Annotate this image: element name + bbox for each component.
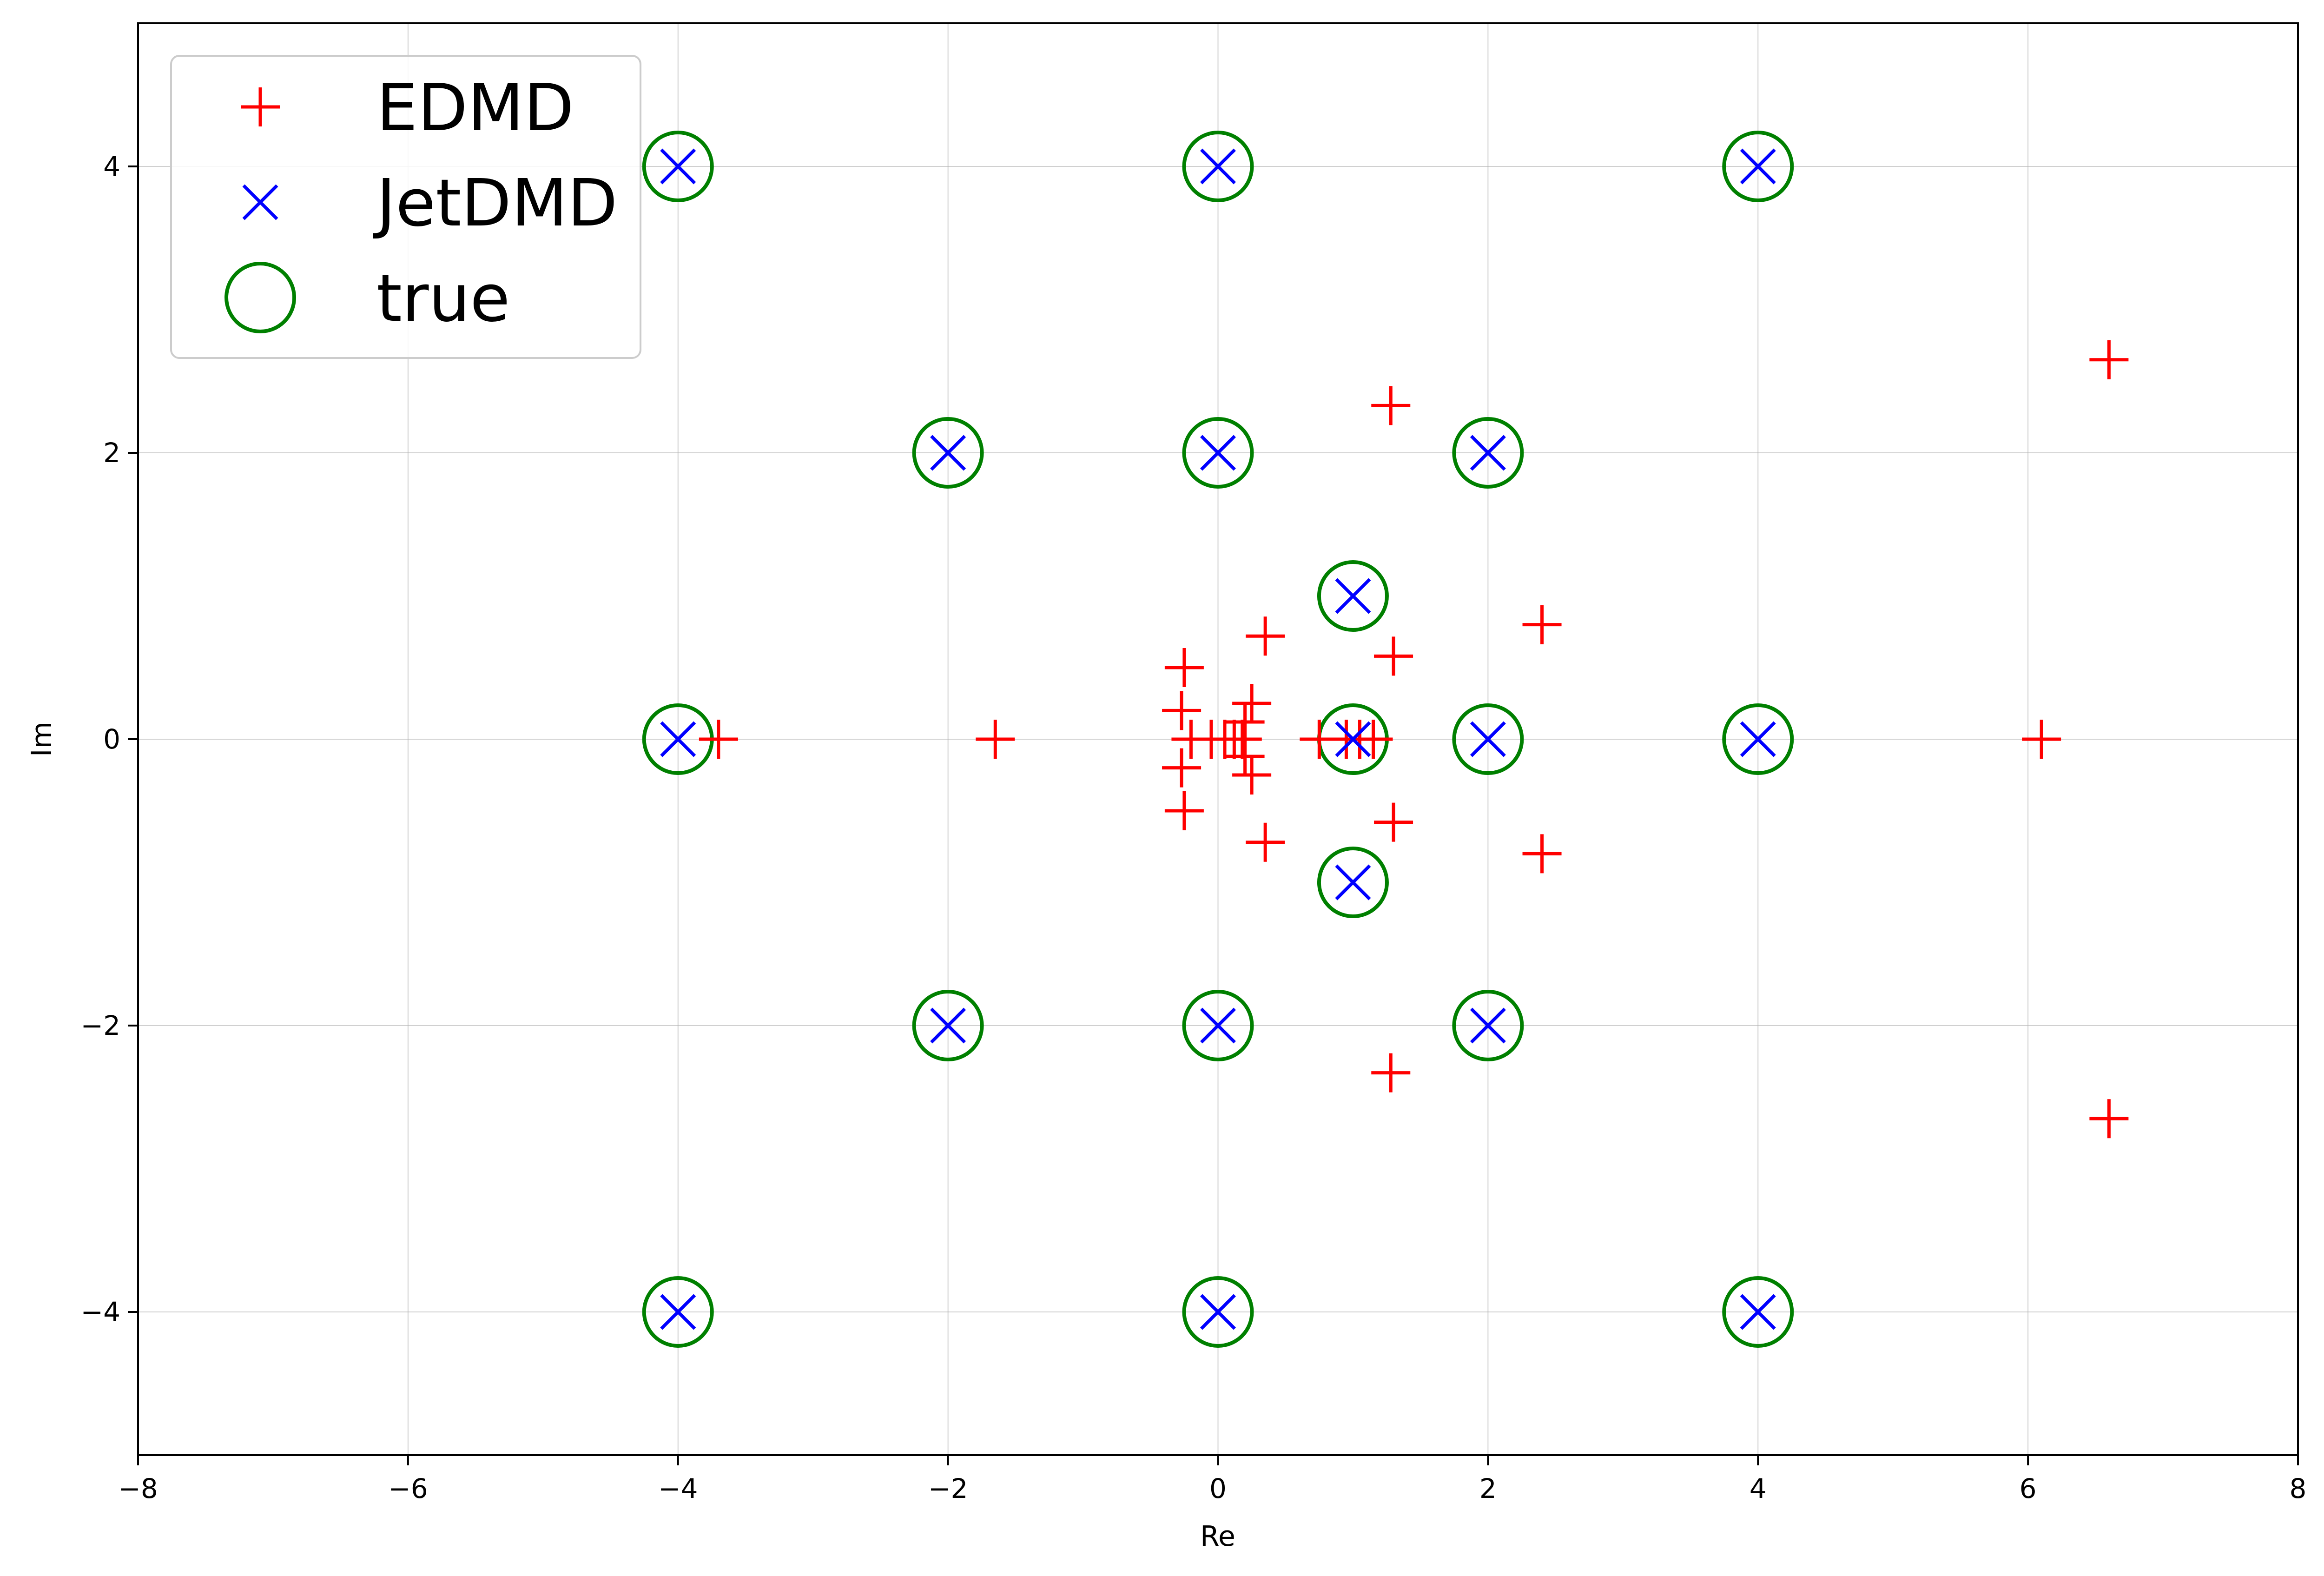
edmd-point: [699, 720, 738, 759]
true-point: [912, 417, 984, 489]
y-tick-label: 2: [103, 437, 120, 469]
edmd-point: [1222, 720, 1262, 759]
legend: EDMD JetDMD true: [170, 55, 641, 359]
axis-ticks: −8 −6 −4 −2 0 2 4 6 8 −4 −2 0 2 4: [81, 151, 2307, 1504]
edmd-point: [1225, 702, 1265, 742]
jetdmd-point: [660, 721, 696, 757]
jetdmd-point: [1335, 864, 1371, 901]
x-tick-label: 4: [1750, 1473, 1767, 1504]
legend-box: [170, 55, 641, 359]
jetdmd-point: [660, 1294, 696, 1330]
true-point: [1182, 131, 1254, 202]
x-tick-label: 6: [2020, 1473, 2037, 1504]
true-point: [1182, 990, 1254, 1061]
edmd-point: [2022, 720, 2061, 759]
series-true: [642, 131, 1794, 1348]
edmd-point: [976, 720, 1015, 759]
edmd-point: [1164, 648, 1204, 687]
y-tick-label: 0: [103, 723, 120, 755]
edmd-point: [1371, 1053, 1411, 1093]
edmd-point: [1162, 748, 1202, 788]
jetdmd-point: [660, 148, 696, 185]
legend-label-edmd: EDMD: [376, 70, 574, 146]
edmd-point: [1374, 636, 1413, 676]
true-point: [1722, 703, 1794, 775]
edmd-point: [2089, 1099, 2129, 1139]
true-point: [1452, 990, 1524, 1061]
jetdmd-point: [1335, 578, 1371, 614]
x-tick-label: 2: [1479, 1473, 1497, 1504]
edmd-point: [1246, 616, 1285, 656]
edmd-point: [1232, 684, 1272, 723]
jetdmd-point: [1200, 1007, 1236, 1044]
y-axis-label: Im: [26, 722, 58, 757]
jetdmd-point: [1200, 435, 1236, 471]
legend-marker-true: [224, 262, 296, 333]
edmd-point: [1162, 691, 1202, 730]
edmd-point: [1353, 720, 1393, 759]
jetdmd-point: [1335, 721, 1371, 757]
jetdmd-point: [1740, 721, 1776, 757]
edmd-point: [1232, 755, 1272, 795]
true-point: [1317, 560, 1389, 632]
x-axis-label: Re: [1200, 1520, 1235, 1553]
true-point: [1182, 1276, 1254, 1348]
data-series: [642, 131, 2129, 1348]
y-tick-label: −4: [81, 1296, 121, 1328]
legend-label-jetdmd: JetDMD: [373, 166, 618, 241]
true-point: [912, 990, 984, 1061]
true-point: [1722, 1276, 1794, 1348]
edmd-point: [1225, 736, 1265, 776]
x-tick-label: −6: [388, 1473, 428, 1504]
jetdmd-point: [1200, 1294, 1236, 1330]
legend-marker-edmd: [241, 87, 280, 126]
edmd-point: [2089, 340, 2129, 379]
series-jetdmd: [660, 148, 1776, 1330]
true-point: [642, 1276, 714, 1348]
jetdmd-point: [1740, 1294, 1776, 1330]
jetdmd-point: [930, 435, 966, 471]
x-tick-label: −8: [118, 1473, 158, 1504]
y-tick-label: −2: [81, 1010, 121, 1041]
x-tick-label: −2: [928, 1473, 968, 1504]
x-tick-label: −4: [658, 1473, 698, 1504]
edmd-point: [1371, 386, 1411, 425]
jetdmd-point: [1470, 721, 1506, 757]
legend-marker-jetdmd: [242, 184, 278, 220]
edmd-point: [1374, 802, 1413, 842]
x-tick-label: 0: [1209, 1473, 1227, 1504]
true-point: [1182, 417, 1254, 489]
true-point: [1452, 703, 1524, 775]
edmd-point: [1522, 605, 1562, 644]
edmd-point: [1522, 834, 1562, 874]
true-point: [642, 131, 714, 202]
edmd-point: [1246, 822, 1285, 862]
legend-label-true: true: [376, 261, 510, 337]
x-tick-label: 8: [2290, 1473, 2307, 1504]
jetdmd-point: [930, 1007, 966, 1044]
jetdmd-point: [1200, 148, 1236, 185]
true-point: [1722, 131, 1794, 202]
edmd-point: [1164, 791, 1204, 830]
y-tick-label: 4: [103, 151, 120, 182]
jetdmd-point: [1740, 148, 1776, 185]
jetdmd-point: [1470, 435, 1506, 471]
series-edmd: [699, 340, 2129, 1139]
true-point: [1452, 417, 1524, 489]
true-point: [1317, 847, 1389, 918]
jetdmd-point: [1470, 1007, 1506, 1044]
